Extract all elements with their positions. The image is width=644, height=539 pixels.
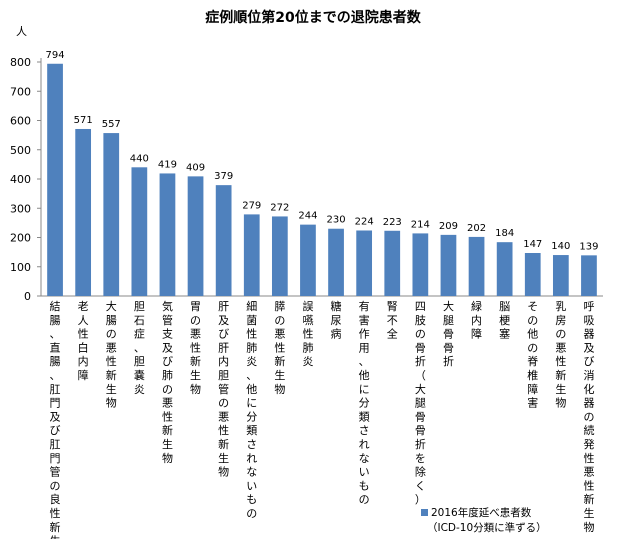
data-label: 214 <box>411 219 430 230</box>
bar <box>524 253 541 296</box>
data-label: 202 <box>467 223 486 234</box>
bar <box>328 228 344 296</box>
bar <box>356 230 373 296</box>
bar <box>468 236 485 296</box>
data-label: 409 <box>186 162 205 173</box>
category-label: 膵の悪性新生物 <box>274 300 285 396</box>
data-label: 379 <box>214 171 233 182</box>
data-label: 140 <box>551 241 570 252</box>
legend-swatch <box>421 509 428 516</box>
bar <box>271 216 288 296</box>
y-tick-label: 400 <box>10 173 31 186</box>
bar <box>552 255 569 296</box>
data-label: 272 <box>270 202 289 213</box>
chart-title: 症例順位第20位までの退院患者数 <box>205 9 421 26</box>
data-label: 244 <box>298 211 317 222</box>
bar <box>412 233 429 296</box>
y-tick-label: 700 <box>10 85 31 98</box>
category-labels-group: 結腸、直腸、肛門及び肛門管の良性新生物 老人性白内障 大腸の悪性新生物 胆石症、胆嚢炎… <box>50 299 595 539</box>
category-label: 腎不全 <box>387 300 398 341</box>
y-tick-label: 300 <box>10 202 31 215</box>
data-label: 557 <box>102 119 121 130</box>
category-label: 大腿骨骨折 <box>443 299 454 368</box>
category-label: 結腸、直腸、肛門及び肛門管の良性新生物 <box>50 299 61 539</box>
category-label: 乳房の悪性新生物 <box>555 300 566 410</box>
data-label: 279 <box>242 200 261 211</box>
bar <box>159 173 176 296</box>
data-label: 571 <box>74 115 93 126</box>
category-label: 肝及び肝内胆管の悪性新生物 <box>218 300 229 479</box>
data-label: 440 <box>130 153 149 164</box>
data-label: 224 <box>355 216 374 227</box>
category-label: 緑内障 <box>471 299 482 341</box>
bar <box>440 234 457 296</box>
bar <box>215 185 232 296</box>
bar <box>47 63 63 296</box>
bar <box>496 242 513 296</box>
bar <box>581 255 597 296</box>
category-label: 糖尿病 <box>331 299 342 341</box>
bar <box>300 224 316 296</box>
bar <box>75 128 92 296</box>
y-tick-label: 0 <box>24 290 31 303</box>
data-labels-group: 794 571 557 440 419 409 379 279 272 244 230 224 223 2… <box>46 50 599 253</box>
bar <box>243 214 260 296</box>
data-label: 209 <box>439 221 458 232</box>
category-label: 老人性白内障 <box>78 300 89 382</box>
data-label: 230 <box>327 215 346 226</box>
category-label: 四肢の骨折（大腿骨骨折を除く） <box>415 300 426 506</box>
data-label: 139 <box>579 241 598 252</box>
legend-label-line1: 2016年度延べ患者数 <box>431 506 532 519</box>
category-label: 胃の悪性新生物 <box>190 300 201 396</box>
category-label: 気管支及び肺の悪性新生物 <box>162 299 173 465</box>
y-axis-unit: 人 <box>16 25 27 38</box>
category-label: 脳梗塞 <box>499 300 510 341</box>
category-label: その他の脊椎障害 <box>527 300 538 410</box>
y-axis: 0 100 200 300 400 500 600 700 800 <box>10 56 603 303</box>
category-label: 誤嚥性肺炎 <box>302 299 313 368</box>
y-tick-label: 600 <box>10 115 31 128</box>
data-label: 147 <box>523 239 542 250</box>
bar <box>187 176 204 296</box>
data-label: 794 <box>46 50 65 61</box>
y-tick-label: 500 <box>10 144 31 157</box>
category-label: 大腸の悪性新生物 <box>106 299 117 410</box>
bar <box>131 167 148 296</box>
bars-group <box>47 63 597 296</box>
legend: 2016年度延べ患者数 （ICD-10分類に準ずる） <box>421 506 547 534</box>
legend-label-line2: （ICD-10分類に準ずる） <box>427 521 547 534</box>
category-label: 呼吸器及び消化器の続発性悪性新生物 <box>583 300 594 534</box>
bar <box>103 133 120 296</box>
category-label: 細菌性肺炎、他に分類されないもの <box>246 300 257 520</box>
bar <box>384 230 401 296</box>
category-label: 胆石症、胆嚢炎 <box>134 300 145 396</box>
data-label: 223 <box>383 217 402 228</box>
data-label: 419 <box>158 159 177 170</box>
category-label: 有害作用、他に分類されないもの <box>359 299 370 506</box>
y-tick-label: 200 <box>10 232 31 245</box>
y-tick-label: 800 <box>10 56 31 69</box>
y-tick-label: 100 <box>10 261 31 274</box>
data-label: 184 <box>495 228 514 239</box>
